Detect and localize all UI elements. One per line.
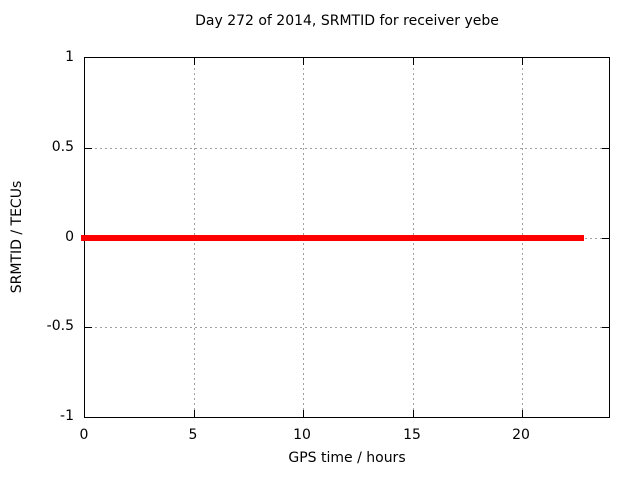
x-tick-mark (522, 410, 523, 417)
y-tick-label: 0 (65, 229, 74, 245)
y-tick-mark (602, 148, 609, 149)
plot-area (81, 57, 610, 418)
y-tick-label: -1 (60, 408, 74, 424)
x-tick-mark (303, 410, 304, 417)
x-tick-mark (522, 58, 523, 65)
data-line-srmtid (81, 235, 584, 241)
chart-title: Day 272 of 2014, SRMTID for receiver yeb… (195, 13, 499, 29)
y-gridline (85, 327, 609, 328)
x-axis-label: GPS time / hours (288, 450, 406, 466)
x-tick-mark (303, 58, 304, 65)
y-tick-mark (602, 327, 609, 328)
x-tick-label: 15 (403, 427, 421, 443)
x-tick-label: 0 (79, 427, 89, 443)
y-gridline (85, 148, 609, 149)
x-tick-label: 20 (512, 427, 530, 443)
x-tick-label: 10 (293, 427, 311, 443)
x-tick-mark (194, 58, 195, 65)
y-tick-label: 1 (65, 49, 74, 65)
x-tick-mark (413, 410, 414, 417)
x-tick-label: 5 (188, 427, 198, 443)
x-tick-mark (194, 410, 195, 417)
y-tick-mark (602, 238, 609, 239)
y-tick-mark (85, 148, 92, 149)
y-tick-label: -0.5 (46, 318, 74, 334)
x-tick-mark (413, 58, 414, 65)
y-tick-mark (85, 327, 92, 328)
y-tick-label: 0.5 (51, 139, 74, 155)
